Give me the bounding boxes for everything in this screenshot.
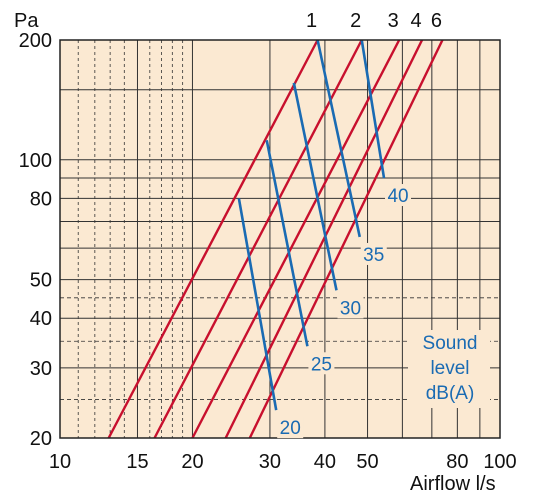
x-tick-label: 30 [259,451,281,473]
x-tick-label: 20 [181,451,203,473]
annotation-line-1: Sound [423,333,478,354]
sound-line-35 [316,39,362,238]
sound-label-bg [360,242,387,265]
pressure-line-6 [248,39,444,439]
y-tick-label: 50 [30,270,52,292]
pressure-line-2 [153,39,363,439]
x-tick-label: 15 [126,451,148,473]
y-axis-title: Pa [14,10,39,32]
series-label-2: 2 [350,10,361,32]
sound-level-lines [237,39,386,411]
x-tick-label: 100 [483,451,516,473]
sound-label-bg [308,352,335,375]
sound-label-20: 20 [280,418,301,439]
y-tick-label: 100 [19,150,52,172]
sound-level-labels: 20 25 30 35 40 [277,184,412,439]
series-label-3: 3 [388,10,399,32]
x-axis-title: Airflow l/s [410,473,496,495]
sound-label-25: 25 [311,354,332,375]
sound-label-30: 30 [340,298,361,319]
y-tick-labels: 20 30 40 50 80 100 200 [19,30,52,450]
series-label-1: 1 [306,10,317,32]
pressure-lines [107,39,444,439]
sound-line-25 [265,139,309,347]
sound-line-40 [360,39,386,179]
sound-label-bg [337,296,364,319]
pressure-line-4 [224,39,424,439]
series-label-4: 4 [410,10,421,32]
pressure-line-3 [191,39,401,439]
x-tick-label: 80 [446,451,468,473]
y-tick-label: 200 [19,30,52,52]
pressure-line-1 [107,39,319,439]
y-tick-label: 20 [30,428,52,450]
annotation-box [408,330,490,408]
series-label-6: 6 [431,10,442,32]
x-tick-label: 50 [356,451,378,473]
annotation-line-3: dB(A) [426,383,475,404]
sound-label-bg [385,184,412,207]
y-tick-label: 40 [30,308,52,330]
sound-line-20 [237,198,278,411]
sound-label-35: 35 [363,245,384,266]
y-tick-label: 80 [30,188,52,210]
annotation-line-2: level [430,358,469,379]
x-tick-label: 40 [314,451,336,473]
x-tick-labels: 10 15 20 30 40 50 80 100 [49,451,517,473]
y-tick-label: 30 [30,358,52,380]
x-tick-label: 10 [49,451,71,473]
sound-line-30 [292,82,338,291]
sound-label-40: 40 [387,186,408,207]
sound-label-bg [277,416,304,439]
